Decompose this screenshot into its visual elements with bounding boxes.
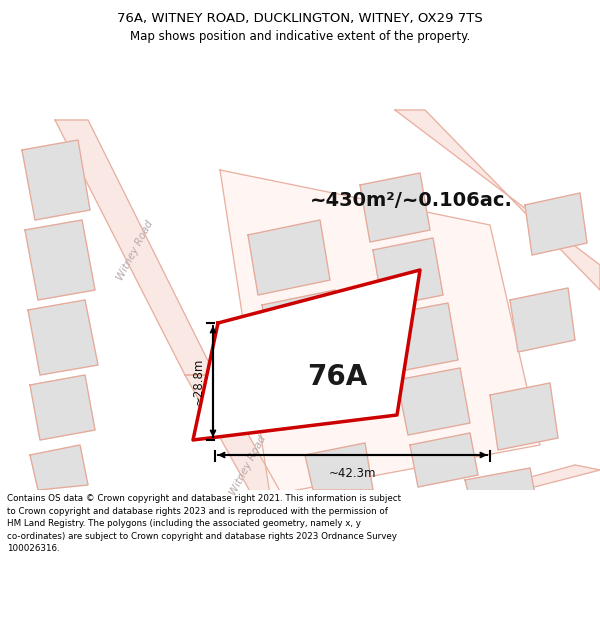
Text: 76A: 76A bbox=[307, 363, 367, 391]
Polygon shape bbox=[30, 375, 95, 440]
Polygon shape bbox=[397, 368, 470, 435]
Polygon shape bbox=[275, 360, 358, 430]
Text: ~42.3m: ~42.3m bbox=[329, 467, 376, 480]
Polygon shape bbox=[220, 170, 540, 495]
Text: 76A, WITNEY ROAD, DUCKLINGTON, WITNEY, OX29 7TS: 76A, WITNEY ROAD, DUCKLINGTON, WITNEY, O… bbox=[117, 12, 483, 25]
Text: Map shows position and indicative extent of the property.: Map shows position and indicative extent… bbox=[130, 30, 470, 43]
Polygon shape bbox=[28, 300, 98, 375]
Polygon shape bbox=[525, 193, 587, 255]
Polygon shape bbox=[248, 220, 330, 295]
Polygon shape bbox=[262, 290, 345, 365]
Polygon shape bbox=[465, 468, 538, 510]
Polygon shape bbox=[280, 465, 600, 545]
Text: ~28.8m: ~28.8m bbox=[192, 357, 205, 405]
Text: Contains OS data © Crown copyright and database right 2021. This information is : Contains OS data © Crown copyright and d… bbox=[7, 494, 401, 553]
Polygon shape bbox=[410, 433, 478, 487]
Polygon shape bbox=[22, 140, 90, 220]
Polygon shape bbox=[55, 120, 215, 375]
Polygon shape bbox=[305, 443, 373, 490]
Polygon shape bbox=[25, 220, 95, 300]
Polygon shape bbox=[185, 375, 310, 545]
Polygon shape bbox=[395, 110, 600, 290]
Polygon shape bbox=[510, 288, 575, 352]
Polygon shape bbox=[360, 173, 430, 242]
Text: Witney Road: Witney Road bbox=[115, 218, 155, 282]
Polygon shape bbox=[385, 303, 458, 372]
Polygon shape bbox=[193, 270, 420, 440]
Text: ~430m²/~0.106ac.: ~430m²/~0.106ac. bbox=[310, 191, 513, 209]
Text: Witney Road: Witney Road bbox=[228, 433, 268, 497]
Polygon shape bbox=[373, 238, 443, 307]
Polygon shape bbox=[30, 445, 88, 490]
Polygon shape bbox=[490, 383, 558, 450]
